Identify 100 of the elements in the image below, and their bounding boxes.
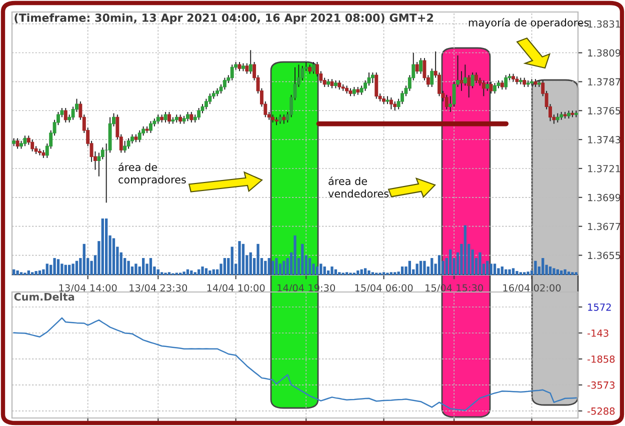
candlestick: [444, 94, 448, 110]
bar: [500, 266, 504, 275]
bar: [542, 258, 544, 275]
candlestick: [167, 111, 171, 124]
annotation: mayoría de operadores: [468, 18, 589, 28]
x-tick-label: 14/04 10:00: [207, 284, 265, 292]
bar: [20, 272, 23, 275]
bar: [371, 272, 374, 275]
bar: [294, 235, 296, 275]
bar: [320, 264, 322, 275]
bar: [408, 260, 412, 275]
y-tick-label: 1.3765: [588, 107, 620, 114]
bar: [534, 260, 537, 275]
y-tick-label: -3573: [588, 381, 614, 389]
candlestick: [138, 130, 142, 143]
candlestick: [190, 111, 194, 123]
bar: [574, 272, 578, 275]
candlestick: [493, 82, 496, 94]
candlestick: [308, 64, 312, 74]
bar: [493, 264, 496, 275]
bar: [16, 270, 19, 275]
bar: [38, 270, 42, 275]
bar: [268, 258, 270, 275]
bar: [105, 218, 108, 275]
bar: [31, 272, 34, 275]
bar: [127, 260, 130, 275]
y-tick-label: -143: [588, 329, 608, 337]
bar: [560, 270, 563, 275]
bar: [486, 260, 489, 275]
y-tick-label: 1572: [588, 303, 611, 311]
bar: [430, 258, 434, 275]
bar: [438, 255, 441, 275]
bar: [249, 252, 252, 275]
bar: [326, 270, 330, 275]
bar: [516, 271, 518, 275]
bar: [149, 258, 152, 275]
bar: [68, 264, 71, 275]
bar: [46, 264, 48, 275]
bar: [34, 271, 38, 275]
bar: [182, 272, 186, 275]
bar: [112, 238, 116, 275]
candlestick: [504, 74, 508, 90]
bar: [478, 252, 482, 275]
candlestick: [156, 114, 160, 124]
candlestick: [248, 50, 252, 74]
bar: [504, 269, 508, 275]
bar: [12, 269, 16, 275]
bar: [523, 272, 526, 275]
bar: [194, 272, 196, 275]
bar: [400, 266, 404, 275]
bar: [449, 250, 452, 275]
candlestick: [482, 80, 486, 97]
chart-title: (Timeframe: 30min, 13 Apr 2021 04:00, 16 Apr 2021 08:00) GMT+2: [14, 13, 434, 24]
bar: [275, 258, 278, 275]
candlestick: [500, 80, 504, 90]
bar: [526, 272, 530, 275]
candlestick: [230, 64, 234, 81]
bar: [271, 260, 274, 275]
bar: [75, 260, 78, 275]
y-tick-label: 1.3699: [588, 194, 620, 202]
y-tick-label: 1.3787: [588, 78, 620, 86]
bar: [223, 258, 226, 275]
y-tick-label: 1.3831: [588, 20, 620, 28]
bar: [301, 244, 304, 275]
bar: [390, 272, 393, 275]
candlestick: [278, 114, 282, 124]
bar: [548, 266, 552, 275]
line-series: [13, 317, 577, 411]
bar: [82, 244, 86, 275]
candlestick: [474, 72, 478, 84]
y-tick-label: -5288: [588, 407, 615, 415]
y-tick-label: 1.3721: [588, 164, 620, 172]
candlestick: [123, 140, 127, 154]
bar: [394, 272, 396, 275]
candlestick: [148, 120, 152, 134]
bar: [230, 246, 234, 275]
candlestick: [415, 61, 419, 74]
bar: [308, 258, 312, 275]
bar: [423, 260, 426, 275]
bar: [567, 272, 570, 275]
bar: [156, 269, 160, 275]
candlestick: [30, 139, 34, 152]
chart-title: Cum.Delta: [14, 292, 74, 301]
bar: [564, 269, 566, 275]
bar: [256, 244, 260, 275]
candlestick: [64, 108, 68, 123]
candlestick: [282, 114, 286, 124]
bar: [208, 270, 212, 275]
annotation: área de vendedores: [328, 176, 389, 198]
bar: [64, 264, 67, 275]
candlestick: [16, 138, 20, 150]
bar: [345, 272, 348, 275]
bar: [56, 259, 60, 275]
bar: [142, 258, 145, 275]
bar: [316, 266, 319, 275]
bar: [72, 264, 74, 275]
x-tick-label: 13/04 14:00: [59, 284, 117, 292]
y-tick-label: 1.3809: [588, 49, 620, 57]
bar: [571, 272, 574, 275]
candlestick: [419, 58, 423, 74]
